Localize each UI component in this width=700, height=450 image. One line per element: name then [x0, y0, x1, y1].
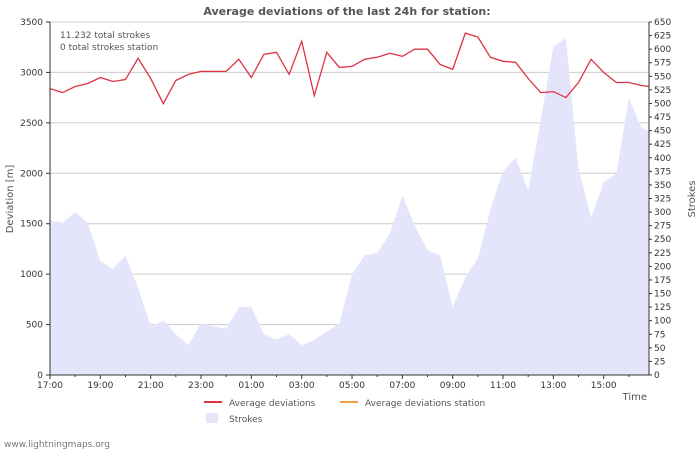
y-right-tick-label: 100 — [654, 317, 671, 327]
y-right-tick-label: 25 — [654, 357, 665, 367]
y-left-tick-labels: 0 500 1000 1500 2000 2500 3000 3500 — [20, 18, 43, 381]
credit-text: www.lightningmaps.org — [4, 440, 110, 450]
y-right-tick-label: 525 — [654, 86, 671, 96]
y-left-tick-label: 3000 — [20, 68, 43, 78]
y-right-tick-label: 400 — [654, 154, 671, 164]
y-right-tick-label: 425 — [654, 140, 671, 150]
x-tick-label: 03:00 — [289, 381, 315, 391]
y-right-tick-label: 125 — [654, 303, 671, 313]
y-right-tick-labels: 0 25 50 75 100 125 150 175 200 225 250 275 300 325 350… — [654, 18, 671, 381]
x-axis-label: Time — [622, 392, 647, 403]
chart-title: Average deviations of the last 24h for s… — [203, 5, 490, 18]
legend-label-average-deviations: Average deviations — [229, 399, 316, 409]
legend-swatch-strokes — [206, 413, 218, 423]
x-tick-label: 17:00 — [37, 381, 63, 391]
deviation-line — [49, 32, 650, 106]
y-left-tick-label: 1000 — [20, 270, 43, 280]
y-left-tick-label: 2500 — [20, 119, 43, 129]
legend-label-strokes: Strokes — [229, 415, 263, 425]
y-right-tick-label: 325 — [654, 195, 671, 205]
x-tick-label: 05:00 — [339, 381, 365, 391]
y-right-tick-label: 550 — [654, 72, 671, 82]
y-right-tick-label: 375 — [654, 167, 671, 177]
annotation-total-strokes: 11.232 total strokes — [60, 31, 150, 41]
y-right-tick-label: 475 — [654, 113, 671, 123]
x-tick-label: 21:00 — [138, 381, 164, 391]
y-left-tick-label: 500 — [26, 321, 43, 331]
y-right-tick-label: 575 — [654, 59, 671, 69]
y-right-tick-label: 450 — [654, 127, 671, 137]
x-tick-labels: 17:00 19:00 21:00 23:00 01:00 03:00 05:00 07:00… — [37, 381, 617, 391]
annotation-station-strokes: 0 total strokes station — [60, 43, 158, 53]
y-right-tick-label: 300 — [654, 208, 671, 218]
y-left-tick-label: 3500 — [20, 18, 43, 28]
y-right-tick-label: 250 — [654, 235, 671, 245]
y-right-tick-label: 275 — [654, 222, 671, 232]
y-left-axis-label: Deviation [m] — [5, 165, 16, 234]
y-right-tick-label: 225 — [654, 249, 671, 259]
y-right-tick-label: 500 — [654, 99, 671, 109]
legend-label-average-deviations-station: Average deviations station — [365, 399, 485, 409]
y-right-tick-label: 0 — [654, 371, 660, 381]
y-right-tick-label: 175 — [654, 276, 671, 286]
x-tick-label: 09:00 — [440, 381, 466, 391]
y-right-tick-label: 650 — [654, 18, 671, 28]
y-left-tick-label: 2000 — [20, 169, 43, 179]
y-right-tick-label: 625 — [654, 32, 671, 42]
x-tick-label: 19:00 — [87, 381, 113, 391]
axes — [46, 21, 652, 379]
x-tick-label: 11:00 — [490, 381, 516, 391]
x-tick-label: 01:00 — [238, 381, 264, 391]
grid — [50, 21, 649, 326]
y-left-tick-label: 1500 — [20, 220, 43, 230]
x-tick-label: 23:00 — [188, 381, 214, 391]
y-left-tick-label: 0 — [37, 371, 43, 381]
y-right-tick-label: 350 — [654, 181, 671, 191]
y-right-tick-label: 200 — [654, 262, 671, 272]
x-tick-label: 07:00 — [389, 381, 415, 391]
x-tick-label: 15:00 — [591, 381, 617, 391]
y-right-tick-label: 150 — [654, 290, 671, 300]
strokes-area — [50, 38, 649, 376]
y-right-axis-label: Strokes — [687, 180, 698, 217]
legend: Average deviations Average deviations st… — [204, 399, 485, 425]
y-right-tick-label: 50 — [654, 344, 666, 354]
x-tick-label: 13:00 — [540, 381, 566, 391]
y-right-tick-label: 75 — [654, 330, 665, 340]
y-right-tick-label: 600 — [654, 45, 671, 55]
